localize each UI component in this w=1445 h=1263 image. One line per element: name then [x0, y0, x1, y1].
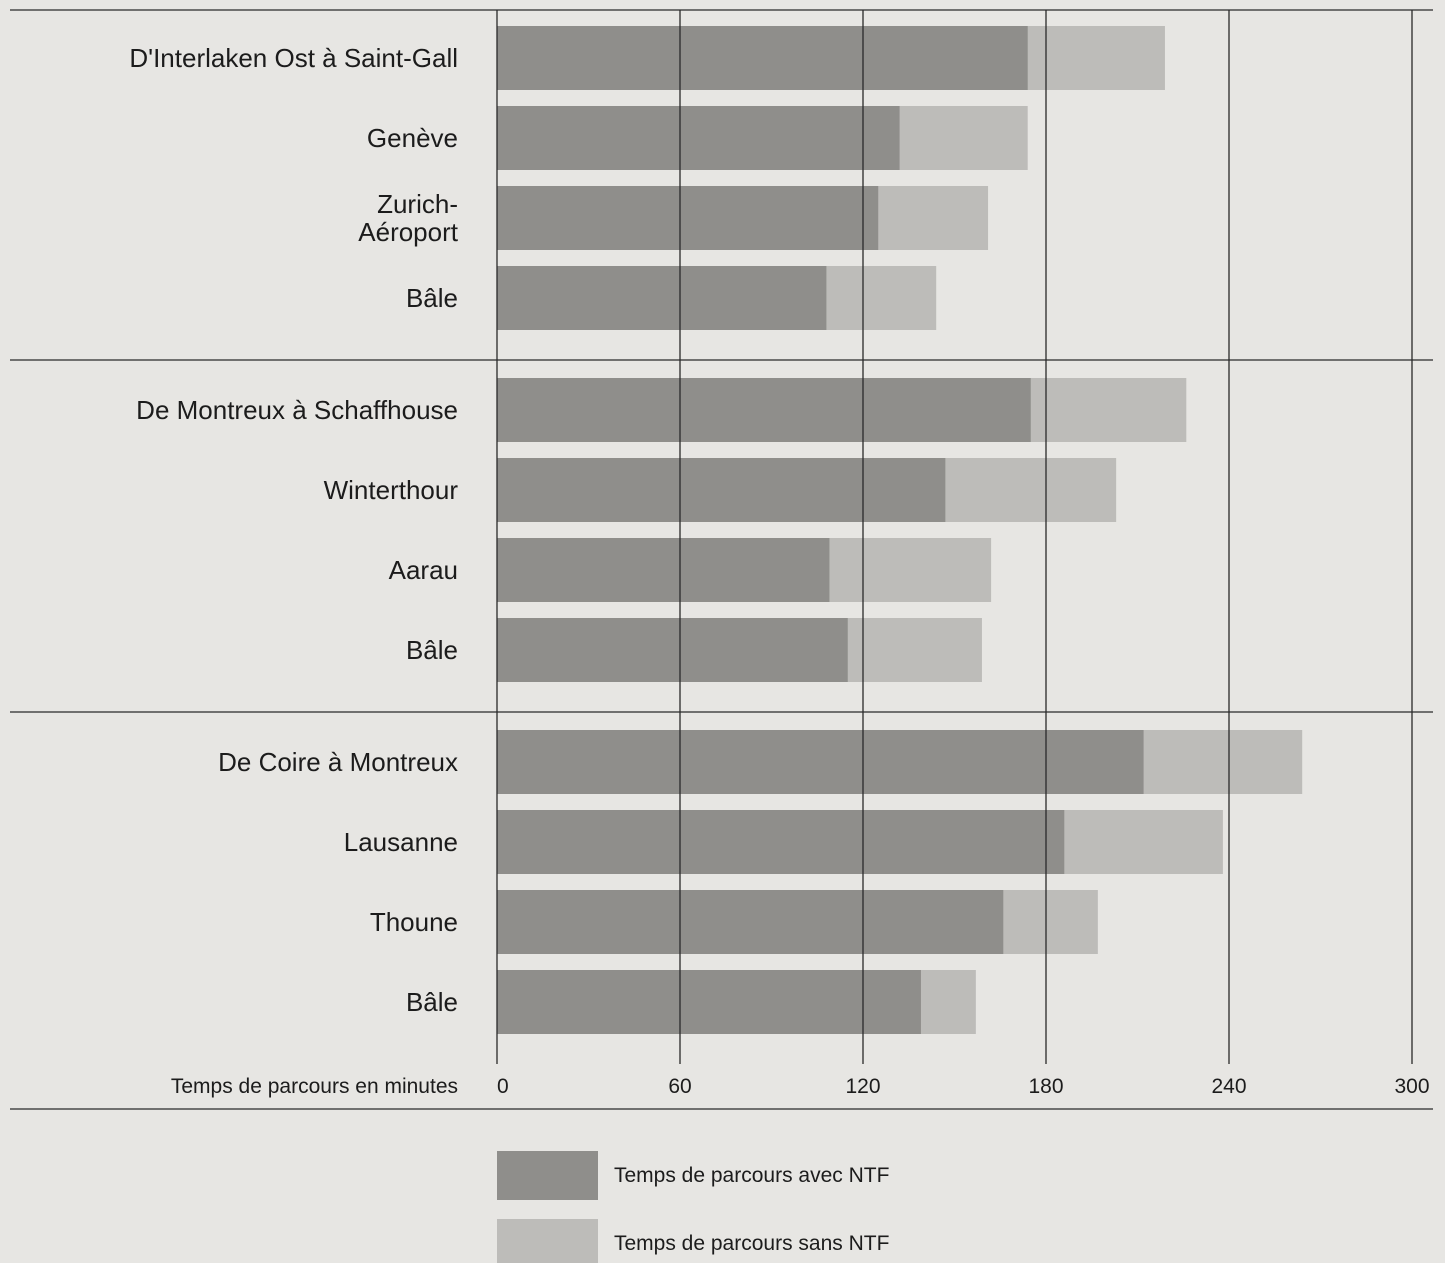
category-label: D'Interlaken Ost à Saint-Gall [129, 43, 458, 73]
bar-with-ntf [497, 26, 1028, 90]
x-axis: Temps de parcours en minutes 0 60 120 180 24… [171, 1075, 1430, 1098]
gridlines [10, 9, 1433, 1110]
category-label: Zurich-Aéroport [358, 189, 458, 247]
bar-with-ntf [497, 106, 900, 170]
bar-with-ntf [497, 970, 921, 1034]
bar-with-ntf [497, 618, 848, 682]
bar-with-ntf [497, 186, 879, 250]
bars-layer [497, 26, 1303, 1034]
legend-swatch-with-ntf [497, 1151, 598, 1200]
bar-with-ntf [497, 538, 830, 602]
category-label: Aarau [389, 555, 458, 585]
category-label: De Montreux à Schaffhouse [136, 395, 458, 425]
legend-label-with-ntf: Temps de parcours avec NTF [614, 1164, 889, 1187]
x-tick-label: 240 [1211, 1075, 1246, 1098]
bar-with-ntf [497, 810, 1065, 874]
bar-with-ntf [497, 378, 1031, 442]
x-tick-label: 0 [497, 1075, 509, 1098]
bar-with-ntf [497, 266, 827, 330]
category-label: Thoune [370, 907, 458, 937]
x-tick-label: 300 [1394, 1075, 1429, 1098]
category-label: Bâle [406, 987, 458, 1017]
category-label: Winterthour [324, 475, 459, 505]
category-label: Lausanne [344, 827, 458, 857]
x-axis-title: Temps de parcours en minutes [171, 1075, 458, 1098]
bar-with-ntf [497, 458, 946, 522]
bar-with-ntf [497, 730, 1144, 794]
bar-with-ntf [497, 890, 1004, 954]
category-label: De Coire à Montreux [218, 747, 458, 777]
category-label: Bâle [406, 635, 458, 665]
category-label: Bâle [406, 283, 458, 313]
x-tick-label: 60 [668, 1075, 691, 1098]
category-label: Genève [367, 123, 458, 153]
legend-swatch-without-ntf [497, 1219, 598, 1263]
x-tick-label: 120 [845, 1075, 880, 1098]
legend: Temps de parcours avec NTF Temps de parc… [497, 1151, 889, 1263]
legend-label-without-ntf: Temps de parcours sans NTF [614, 1232, 889, 1255]
x-tick-label: 180 [1028, 1075, 1063, 1098]
category-labels: D'Interlaken Ost à Saint-Gall Genève Zuric… [129, 43, 458, 1017]
